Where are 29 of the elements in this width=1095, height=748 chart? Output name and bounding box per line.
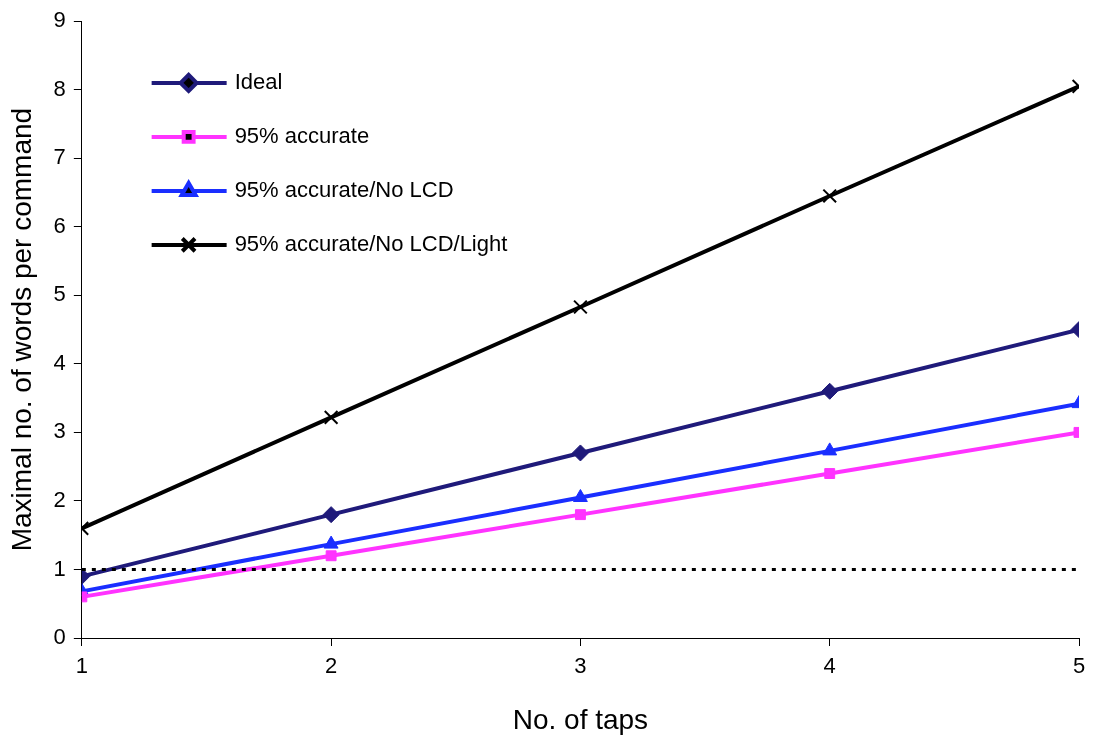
y-tick-label: 0 xyxy=(53,624,66,650)
y-tick-label: 6 xyxy=(53,212,66,238)
y-tick-label: 7 xyxy=(53,144,66,170)
y-tick-label: 5 xyxy=(53,281,66,307)
y-tick-label: 9 xyxy=(53,7,66,33)
point xyxy=(573,299,588,315)
y-tick-label: 4 xyxy=(53,349,66,375)
x-tick-label: 4 xyxy=(823,653,836,679)
x-tick-label: 1 xyxy=(75,653,88,679)
point xyxy=(572,489,588,503)
legend-label: Ideal xyxy=(234,68,283,94)
point xyxy=(571,444,589,462)
point xyxy=(323,409,339,425)
x-axis-title: No. of taps xyxy=(512,703,649,735)
y-tick-label: 1 xyxy=(53,555,66,581)
point xyxy=(574,509,586,521)
legend-label: 95% accurate/No LCD/Light xyxy=(234,230,508,256)
legend-label: 95% accurate xyxy=(234,122,370,148)
y-axis-title: Maximal no. of words per command xyxy=(5,107,37,552)
x-tick-label: 2 xyxy=(325,653,338,679)
point xyxy=(323,535,339,549)
x-tick-label: 3 xyxy=(574,653,587,679)
point xyxy=(325,550,337,562)
y-tick-label: 3 xyxy=(53,418,66,444)
y-tick-label: 8 xyxy=(53,75,66,101)
point xyxy=(322,506,340,524)
y-tick-label: 2 xyxy=(53,487,66,512)
legend-label: 95% accurate/No LCD xyxy=(234,176,454,202)
x-tick-label: 5 xyxy=(1072,653,1086,679)
